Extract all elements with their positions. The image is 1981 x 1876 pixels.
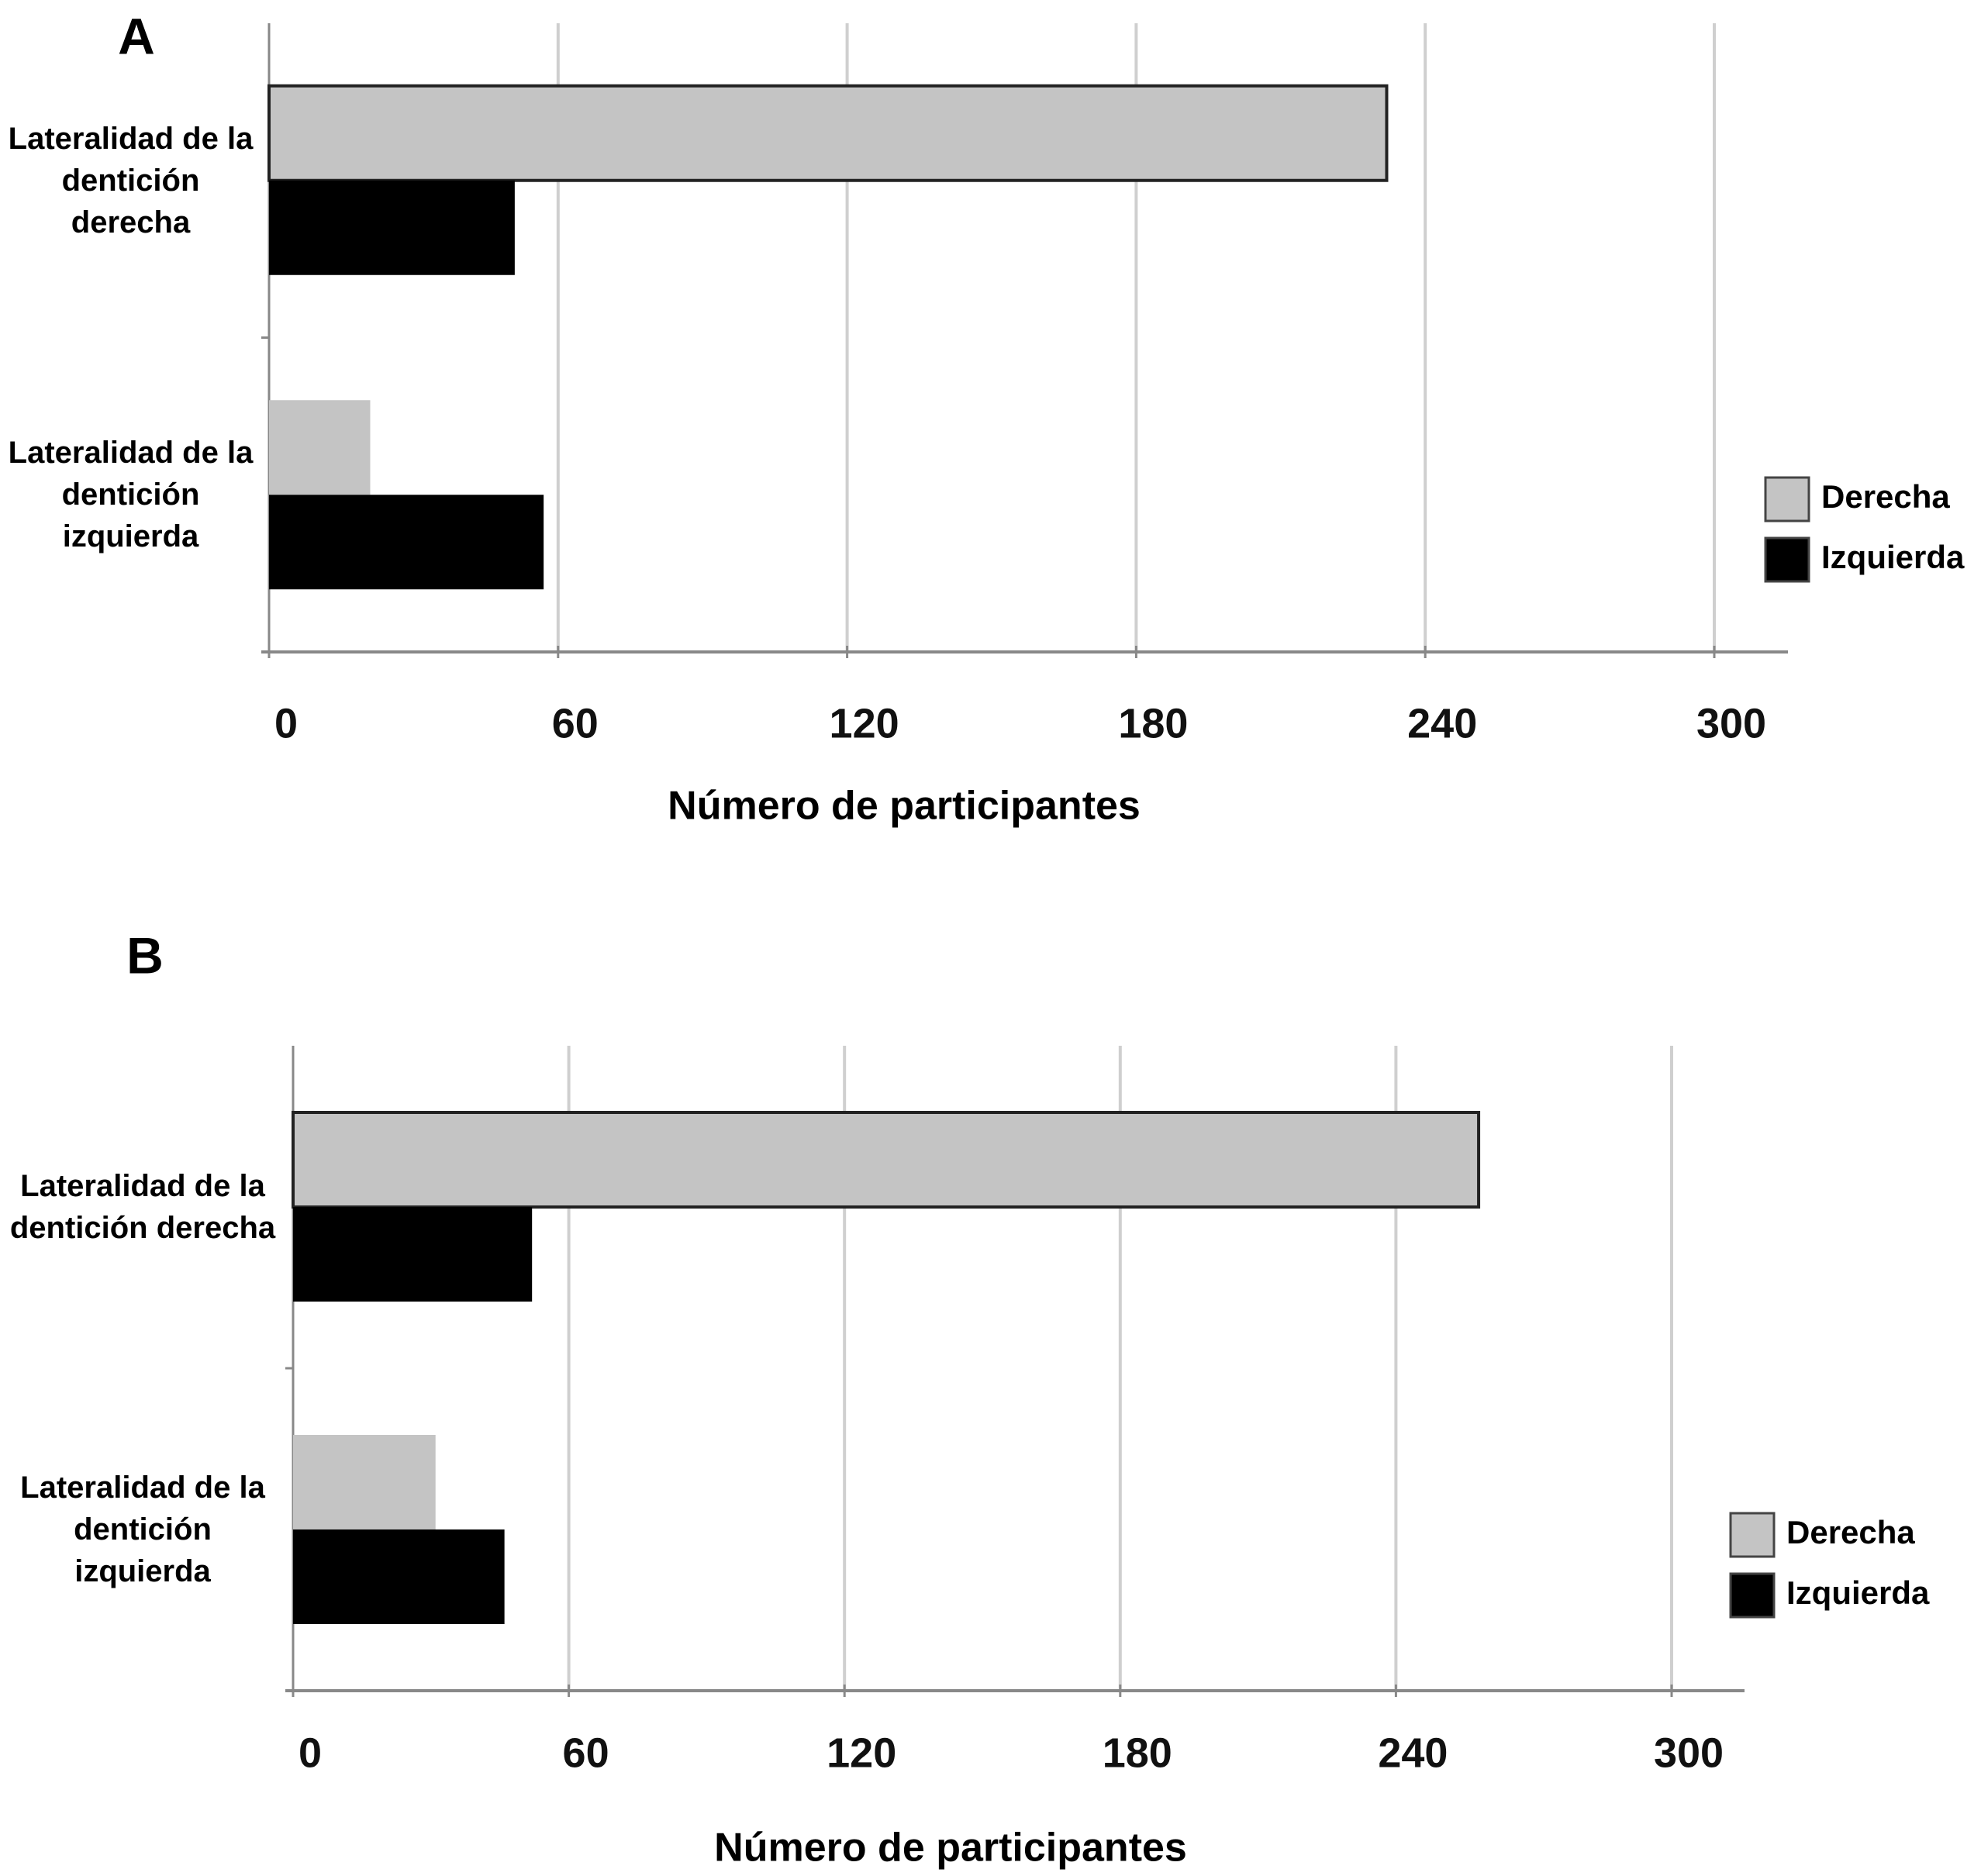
- y-tick-label: Lateralidad de la dentición izquierda: [8, 436, 254, 554]
- x-tick-label: 0: [299, 1729, 322, 1776]
- x-tick-label: 120: [830, 700, 899, 747]
- bar: [269, 495, 544, 590]
- x-tick-label: 180: [1103, 1729, 1172, 1776]
- category-label-box: Lateralidad de la dentición izquierda: [20, 1471, 265, 1588]
- x-tick-label: 300: [1654, 1729, 1724, 1776]
- legend-label: Derecha: [1821, 478, 1950, 515]
- bar: [292, 1111, 1481, 1209]
- x-tick-label: 60: [563, 1729, 609, 1776]
- x-tick-label: 120: [827, 1729, 896, 1776]
- legend-label: Derecha: [1786, 1514, 1915, 1550]
- bar: [293, 1435, 436, 1529]
- legend-label: Izquierda: [1821, 539, 1965, 575]
- bar: [269, 180, 515, 275]
- category-label-box: Lateralidad de la dentición derecha: [9, 1169, 276, 1245]
- x-tick-label: 180: [1118, 700, 1188, 747]
- panel-label: A: [118, 7, 155, 64]
- y-tick-label: Lateralidad de la dentición derecha: [9, 1169, 276, 1245]
- legend-swatch: [1729, 1512, 1776, 1558]
- category-label-box: Lateralidad de la dentición izquierda: [8, 436, 254, 554]
- bar: [293, 1207, 533, 1302]
- bar: [293, 1529, 505, 1624]
- legend-swatch: [1729, 1572, 1776, 1619]
- x-tick-label: 60: [552, 700, 599, 747]
- legend-swatch: [1764, 476, 1810, 522]
- bar: [269, 400, 371, 495]
- panel-label: B: [126, 926, 164, 984]
- y-tick-label: Lateralidad de la dentición derecha: [8, 121, 254, 240]
- bar: [267, 84, 1389, 182]
- legend-swatch: [1764, 536, 1810, 583]
- x-tick-label: 240: [1407, 700, 1477, 747]
- x-tick-label: 0: [274, 700, 298, 747]
- legend-label: Izquierda: [1786, 1574, 1930, 1611]
- x-tick-label: 300: [1696, 700, 1766, 747]
- x-axis-title: Número de participantes: [668, 784, 1141, 829]
- x-tick-label: 240: [1378, 1729, 1448, 1776]
- y-tick-label: Lateralidad de la dentición izquierda: [20, 1471, 265, 1588]
- x-axis-title: Número de participantes: [714, 1826, 1187, 1871]
- category-label-box: Lateralidad de la dentición derecha: [8, 121, 254, 240]
